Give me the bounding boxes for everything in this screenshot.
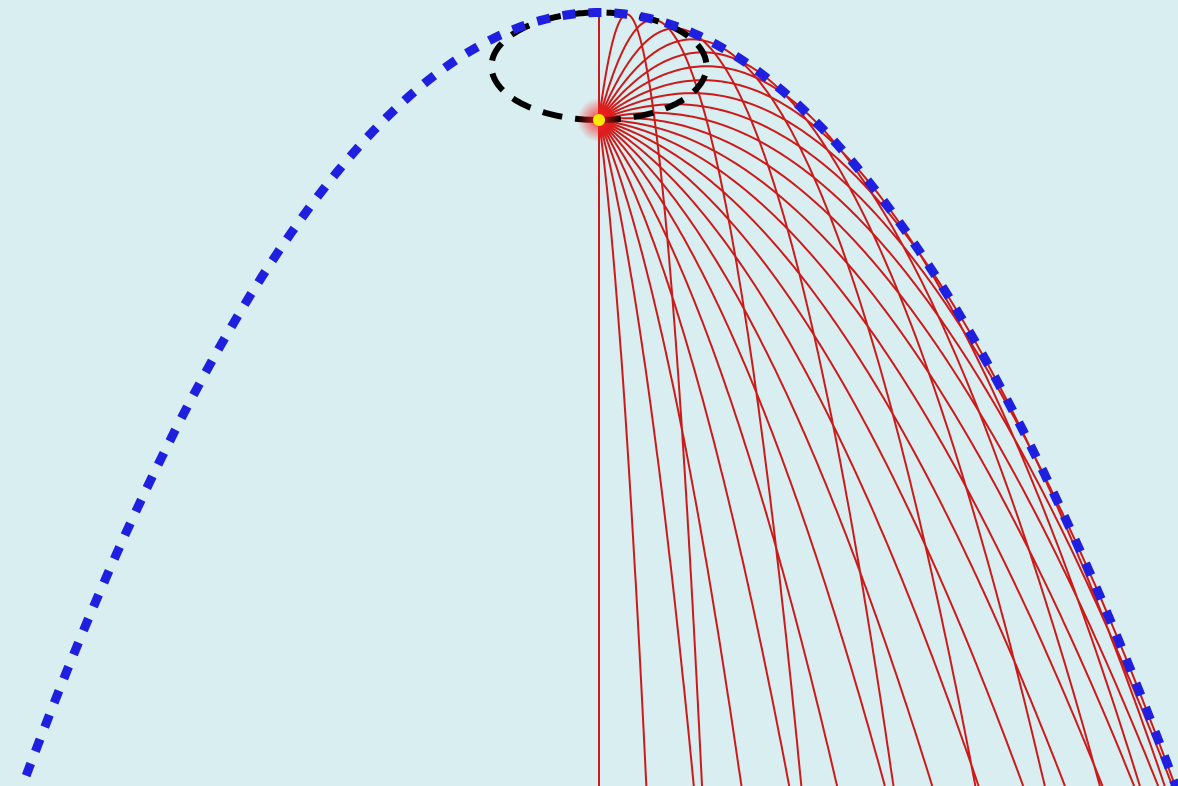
trajectory-curve (598, 119, 791, 786)
trajectory-curve (598, 103, 1177, 786)
trajectory-curve (598, 51, 1046, 786)
envelope-parabola (17, 7, 1178, 786)
launch-point (593, 114, 605, 126)
trajectory-curve (598, 119, 743, 786)
trajectory-curve (598, 119, 934, 786)
trajectory-curve (598, 119, 1066, 786)
trajectory-curve (599, 119, 1136, 786)
trajectory-curve (598, 119, 1104, 786)
trajectory-curve (598, 27, 895, 786)
trajectory-group (598, 12, 1177, 786)
trajectory-curve (598, 13, 704, 786)
trajectory-curve (598, 119, 886, 786)
trajectory-curve (598, 117, 1160, 786)
trajectory-curve (598, 119, 648, 786)
trajectory-curve (598, 119, 695, 786)
trajectory-curve (598, 18, 803, 786)
trajectory-curve (598, 119, 980, 786)
trajectory-curve (598, 111, 1174, 786)
trajectory-curve (598, 119, 839, 786)
trajectory-curve (598, 38, 977, 786)
